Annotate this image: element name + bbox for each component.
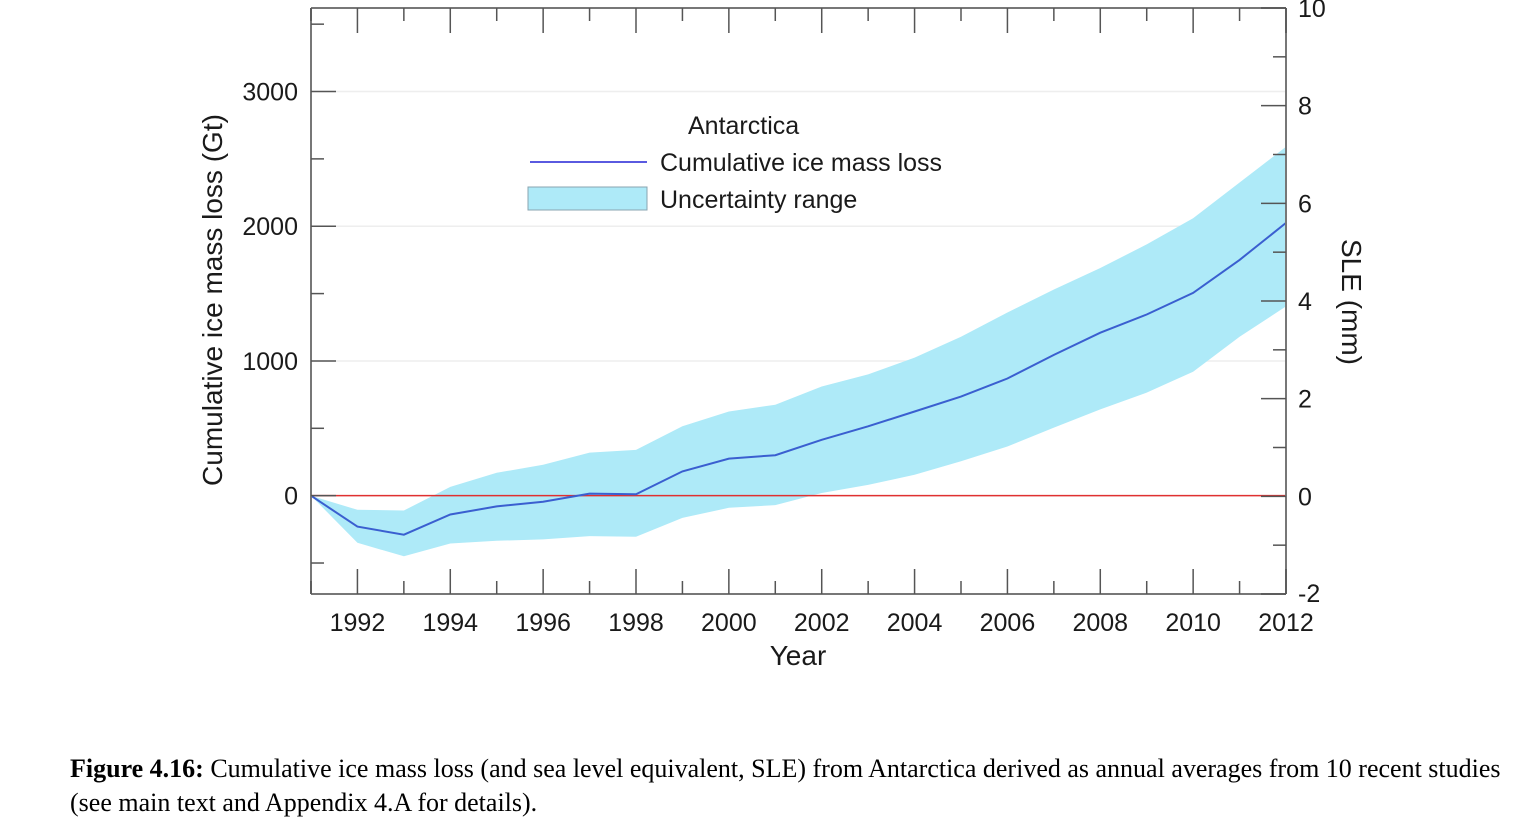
- x-tick-label: 2012: [1258, 609, 1314, 637]
- x-tick-label: 2010: [1165, 609, 1221, 637]
- tick-labels: 1992 1994 1996 1998 2000 2002 2004 2006 2008 2010…: [242, 0, 1325, 637]
- caption-text: Cumulative ice mass loss (and sea level …: [70, 754, 1501, 817]
- y-tick-label: 2000: [242, 213, 298, 241]
- x-axis-title: Year: [770, 640, 827, 671]
- y-tick-label-right: 6: [1298, 190, 1312, 218]
- uncertainty-band-layer: [311, 146, 1286, 557]
- mass-loss-line-layer: [310, 222, 1287, 536]
- x-tick-label: 2004: [887, 609, 943, 637]
- x-tick-label: 2002: [794, 609, 850, 637]
- x-tick-label: 2006: [980, 609, 1036, 637]
- legend-title: Antarctica: [688, 112, 799, 140]
- legend-entry-band: Uncertainty range: [660, 186, 857, 214]
- x-tick-label: 2000: [701, 609, 757, 637]
- y-axis-title: Cumulative ice mass loss (Gt): [197, 114, 228, 486]
- y-tick-label-right: 0: [1298, 483, 1312, 511]
- y-tick-label-right: 2: [1298, 386, 1312, 414]
- uncertainty-band: [311, 146, 1286, 557]
- y-tick-label-right: 10: [1298, 0, 1326, 23]
- legend-band-swatch: [527, 186, 648, 211]
- y-axis-right-title: SLE (mm): [1336, 239, 1367, 365]
- x-tick-label: 1992: [330, 609, 386, 637]
- caption-label: Figure 4.16:: [70, 754, 204, 783]
- y-tick-label-right: 4: [1298, 288, 1312, 316]
- x-tick-label: 1996: [515, 609, 571, 637]
- legend: Antarctica Cumulative ice mass loss Unce…: [527, 112, 942, 214]
- ticks: [310, 7, 1287, 595]
- figure-caption: Figure 4.16: Cumulative ice mass loss (a…: [70, 752, 1520, 820]
- x-tick-label: 2008: [1072, 609, 1128, 637]
- x-tick-label: 1994: [422, 609, 478, 637]
- y-tick-label-right: 8: [1298, 93, 1312, 121]
- x-tick-label: 1998: [608, 609, 664, 637]
- y-tick-label: 3000: [242, 79, 298, 107]
- legend-entry-line: Cumulative ice mass loss: [660, 149, 942, 177]
- mass-loss-line: [310, 222, 1287, 536]
- y-tick-label: 0: [284, 483, 298, 511]
- ice-mass-loss-chart: 1992 1994 1996 1998 2000 2002 2004 2006 2008 2010…: [197, 0, 1367, 671]
- y-tick-label-right: -2: [1298, 580, 1320, 608]
- y-tick-label: 1000: [242, 348, 298, 376]
